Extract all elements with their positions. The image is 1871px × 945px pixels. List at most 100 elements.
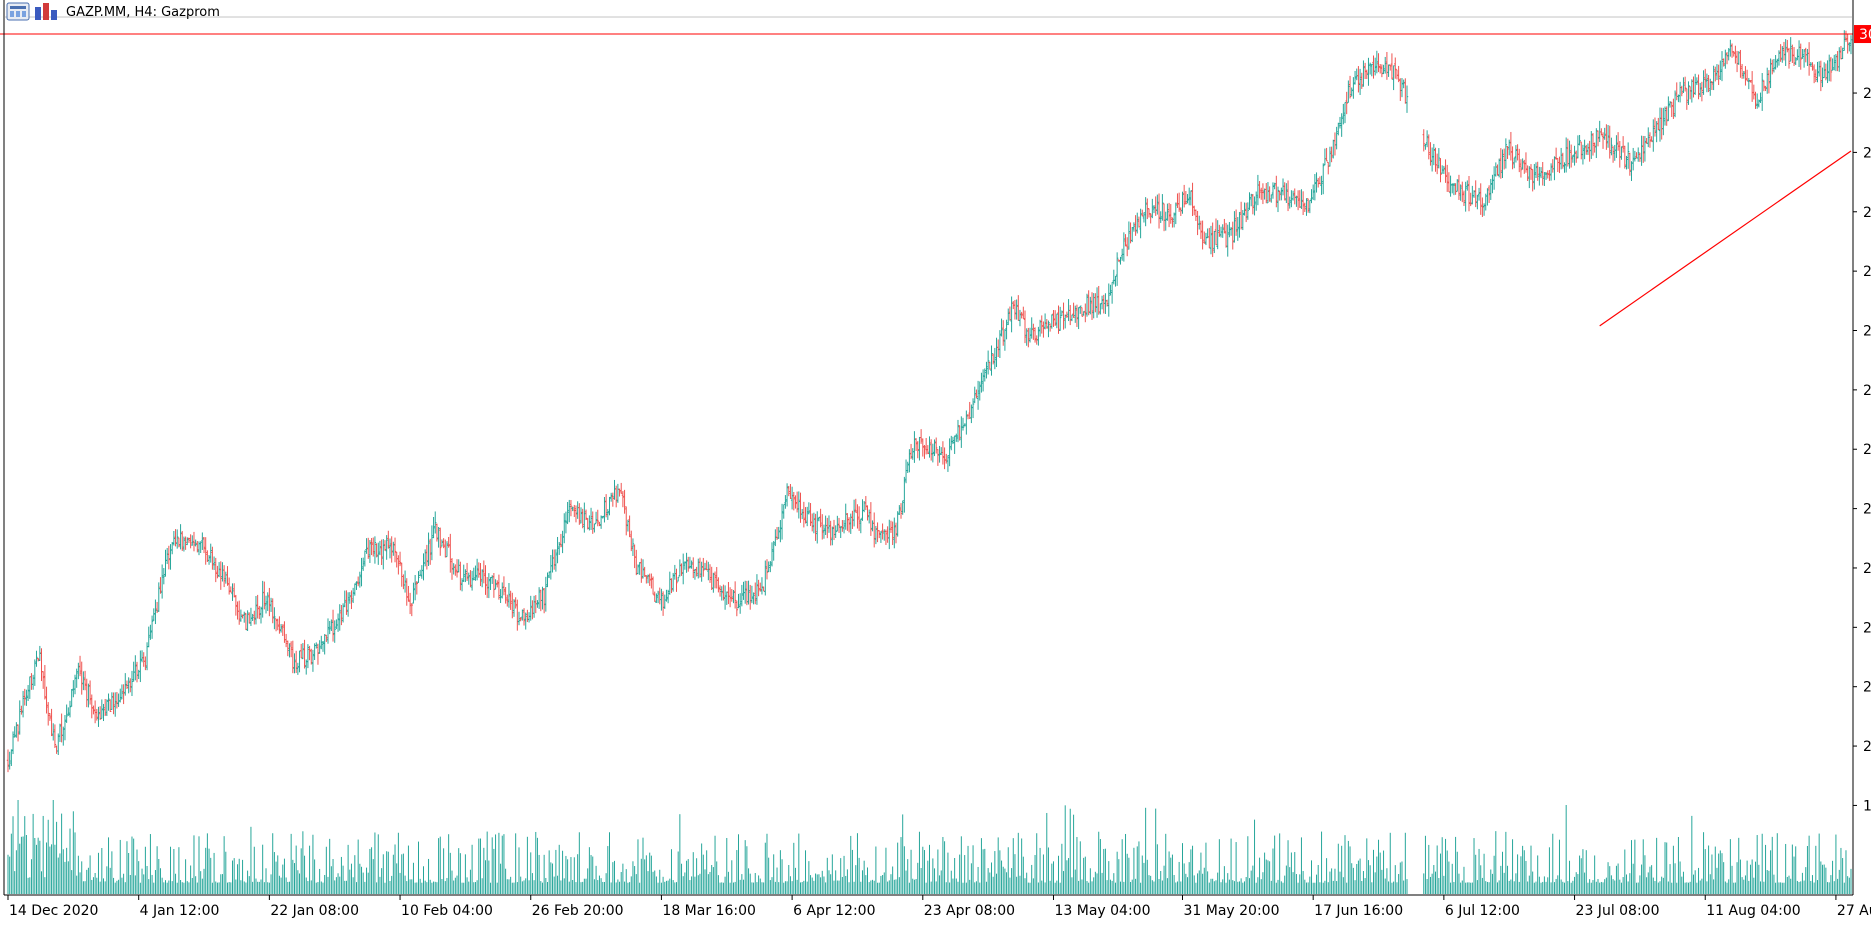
candle (918, 437, 920, 461)
candle (846, 513, 848, 531)
candle (441, 539, 443, 546)
candle (712, 573, 714, 593)
candle (650, 574, 652, 589)
candle (1334, 132, 1336, 155)
bars-chart-icon[interactable] (35, 3, 57, 20)
candle (337, 614, 339, 632)
candle (508, 583, 510, 608)
chart-window-icon[interactable] (7, 3, 29, 20)
candle (1640, 136, 1642, 166)
candle (866, 505, 868, 520)
candle (1764, 86, 1766, 91)
candle (1595, 128, 1597, 158)
candle (1629, 153, 1631, 176)
candle (1014, 300, 1016, 320)
candle (272, 598, 274, 623)
candle (506, 595, 508, 607)
candle (1555, 148, 1557, 160)
candle (1002, 320, 1004, 346)
y-tick-label: 267.10 (1863, 264, 1871, 280)
candle (838, 518, 840, 533)
candle (1627, 142, 1629, 168)
candle (256, 595, 258, 619)
candle (568, 500, 570, 522)
candle (106, 699, 108, 716)
candle (1662, 108, 1664, 135)
candle (1691, 79, 1693, 102)
candle (40, 648, 42, 681)
candle (434, 511, 436, 533)
candle (876, 522, 878, 542)
candle (1339, 117, 1341, 129)
candle (1315, 172, 1317, 192)
candle (1289, 197, 1291, 209)
candle (1262, 183, 1264, 204)
candle (1548, 170, 1550, 181)
candle (265, 596, 267, 614)
candle (915, 438, 917, 451)
candle (1823, 62, 1825, 78)
candle (112, 692, 114, 714)
candle (543, 588, 545, 613)
candle (422, 553, 424, 580)
candle (149, 625, 151, 640)
candle (1094, 293, 1096, 312)
candle (49, 713, 51, 721)
candle (1516, 144, 1518, 160)
candle (1329, 147, 1331, 167)
candle (965, 411, 967, 435)
candle (389, 538, 391, 558)
candle (1382, 65, 1384, 74)
candle (216, 566, 218, 578)
trendline[interactable] (1600, 151, 1851, 326)
candle (806, 507, 808, 526)
candle (1330, 147, 1332, 163)
candle (1789, 37, 1791, 61)
candle (1800, 44, 1802, 70)
candle (131, 671, 133, 696)
candle (55, 746, 57, 754)
candle (318, 640, 320, 654)
candle (417, 571, 419, 583)
candle (1563, 162, 1565, 172)
candle (1845, 31, 1847, 42)
candle (350, 590, 352, 609)
candle (498, 575, 500, 600)
candle (1041, 315, 1043, 333)
candle (1027, 328, 1029, 347)
candle (1203, 231, 1205, 243)
candle (576, 501, 578, 519)
candle (30, 673, 32, 690)
candle (1196, 211, 1198, 235)
candle (1258, 181, 1260, 198)
candle (1788, 48, 1790, 69)
candle (637, 565, 639, 575)
candle (421, 565, 423, 579)
candle (627, 520, 629, 532)
candle (1493, 166, 1495, 189)
candle (1270, 195, 1272, 203)
candle (1751, 71, 1753, 102)
candle (159, 577, 161, 594)
candle (1381, 64, 1383, 77)
candle (1032, 324, 1034, 340)
candle (1831, 58, 1833, 70)
candle (1161, 194, 1163, 221)
candle (307, 644, 309, 668)
candle (841, 520, 843, 532)
candle (675, 569, 677, 592)
candle (1098, 286, 1100, 315)
candle (1694, 74, 1696, 95)
candle (1434, 148, 1436, 172)
candle (1733, 51, 1735, 57)
candle (528, 612, 530, 622)
candle (767, 561, 769, 572)
candle (320, 636, 322, 649)
candle (1399, 78, 1401, 101)
candle (176, 529, 178, 548)
candle (1820, 61, 1822, 91)
candle (199, 541, 201, 553)
candle (796, 492, 798, 513)
